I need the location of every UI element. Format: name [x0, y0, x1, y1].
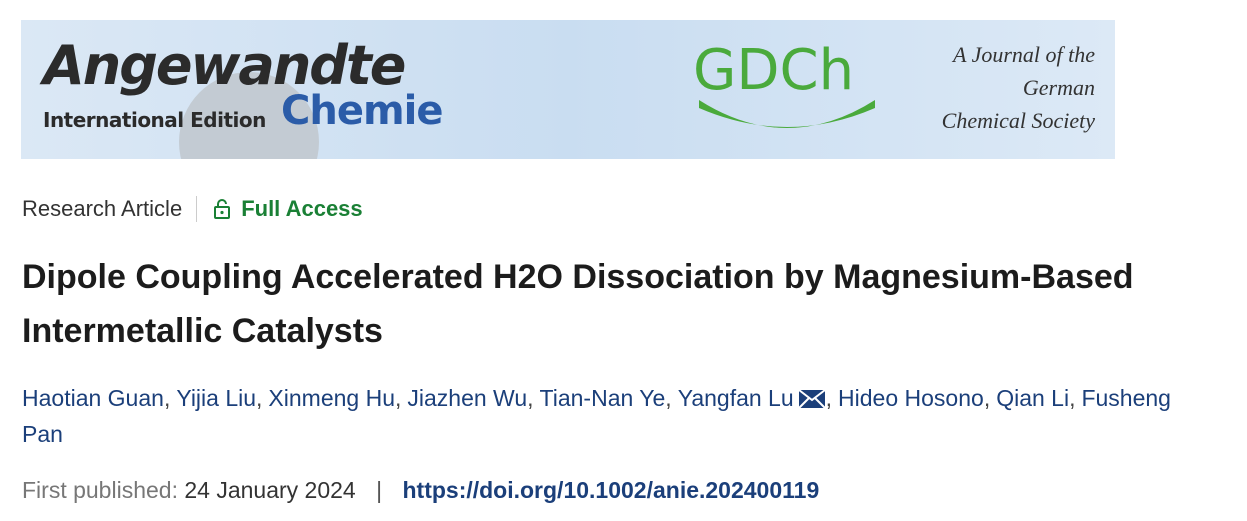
article-title: Dipole Coupling Accelerated H2O Dissocia… [22, 258, 1134, 350]
email-icon[interactable] [797, 385, 826, 411]
published-label: First published: [22, 477, 178, 503]
author-separator: , [395, 385, 402, 411]
separator: | [376, 477, 383, 503]
author-separator: , [825, 385, 833, 411]
author-name[interactable]: Haotian Guan [22, 385, 164, 411]
published-date: 24 January 2024 [184, 477, 356, 503]
journal-edition: International Edition [43, 108, 266, 132]
article-type: Research Article [22, 196, 198, 222]
author-separator: , [1069, 385, 1076, 411]
doi-link[interactable]: https://doi.org/10.1002/anie.202400119 [402, 477, 820, 503]
author-name[interactable]: Xinmeng Hu [268, 385, 395, 411]
author-separator: , [163, 385, 171, 411]
author-separator: , [256, 385, 263, 411]
envelope [797, 389, 826, 409]
journal-name: Angewandte [43, 34, 406, 97]
tagline-line: Chemical Society [941, 108, 1095, 133]
access-badge: Full Access [213, 196, 363, 222]
author-name[interactable]: Yangfan Lu [677, 385, 794, 411]
society-logo: GDCh [693, 38, 855, 103]
tagline-line: German [1022, 75, 1095, 100]
author-separator: , [983, 385, 991, 411]
author-name[interactable]: Fusheng Pan [22, 385, 1171, 447]
publication-info: First published: 24 January 2024 | https… [22, 477, 819, 504]
access-label: Full Access [241, 196, 363, 221]
journal-subtitle: Chemie [281, 88, 443, 134]
author-name[interactable]: Hideo Hosono [838, 385, 984, 411]
author-name[interactable]: Jiazhen Wu [407, 385, 528, 411]
lock-icon [214, 199, 231, 219]
logo-arc [699, 100, 875, 128]
author-separator: , [527, 385, 534, 411]
author-separator: , [665, 385, 672, 411]
journal-banner[interactable]: Angewandte International Edition Chemie … [21, 20, 1115, 159]
author-list: Haotian Guan, Yijia Liu, Xinmeng Hu, Jiazhe… [22, 380, 1202, 452]
tagline-line: A Journal of the [953, 42, 1095, 67]
author-name[interactable]: Qian Li [996, 385, 1070, 411]
article-meta: Research Article Full Access [22, 196, 363, 222]
author-name[interactable]: Yijia Liu [176, 385, 257, 411]
author-name[interactable]: Tian-Nan Ye [539, 385, 666, 411]
tagline: A Journal of the German Chemical Society [901, 38, 1095, 137]
